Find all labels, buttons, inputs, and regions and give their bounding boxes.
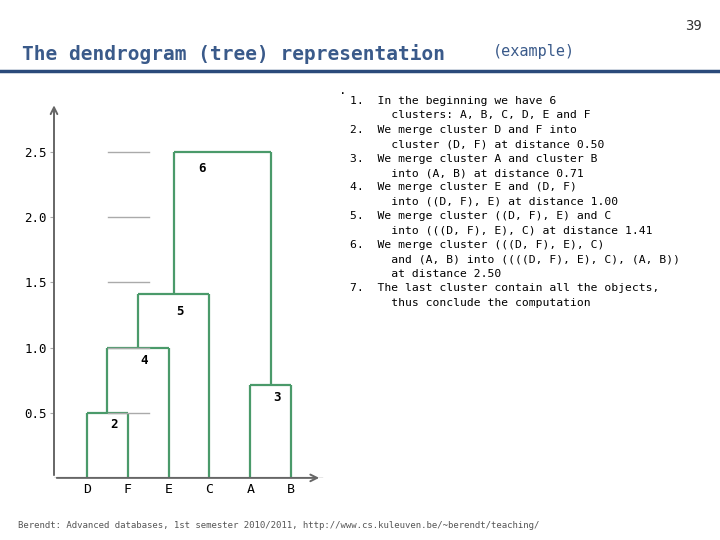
Text: .: . <box>338 84 346 97</box>
Text: 3: 3 <box>274 391 282 404</box>
Text: 4: 4 <box>140 354 148 368</box>
Text: Berendt: Advanced databases, 1st semester 2010/2011, http://www.cs.kuleuven.be/~: Berendt: Advanced databases, 1st semeste… <box>18 521 539 530</box>
Text: 39: 39 <box>685 19 702 33</box>
Text: (example): (example) <box>493 44 575 59</box>
Text: 2: 2 <box>110 418 117 431</box>
Text: The dendrogram (tree) representation: The dendrogram (tree) representation <box>22 44 456 64</box>
Text: 1.  In the beginning we have 6
      clusters: A, B, C, D, E and F
2.  We merge : 1. In the beginning we have 6 clusters: … <box>350 96 680 308</box>
Text: 5: 5 <box>176 305 184 318</box>
Text: 6: 6 <box>198 161 206 174</box>
